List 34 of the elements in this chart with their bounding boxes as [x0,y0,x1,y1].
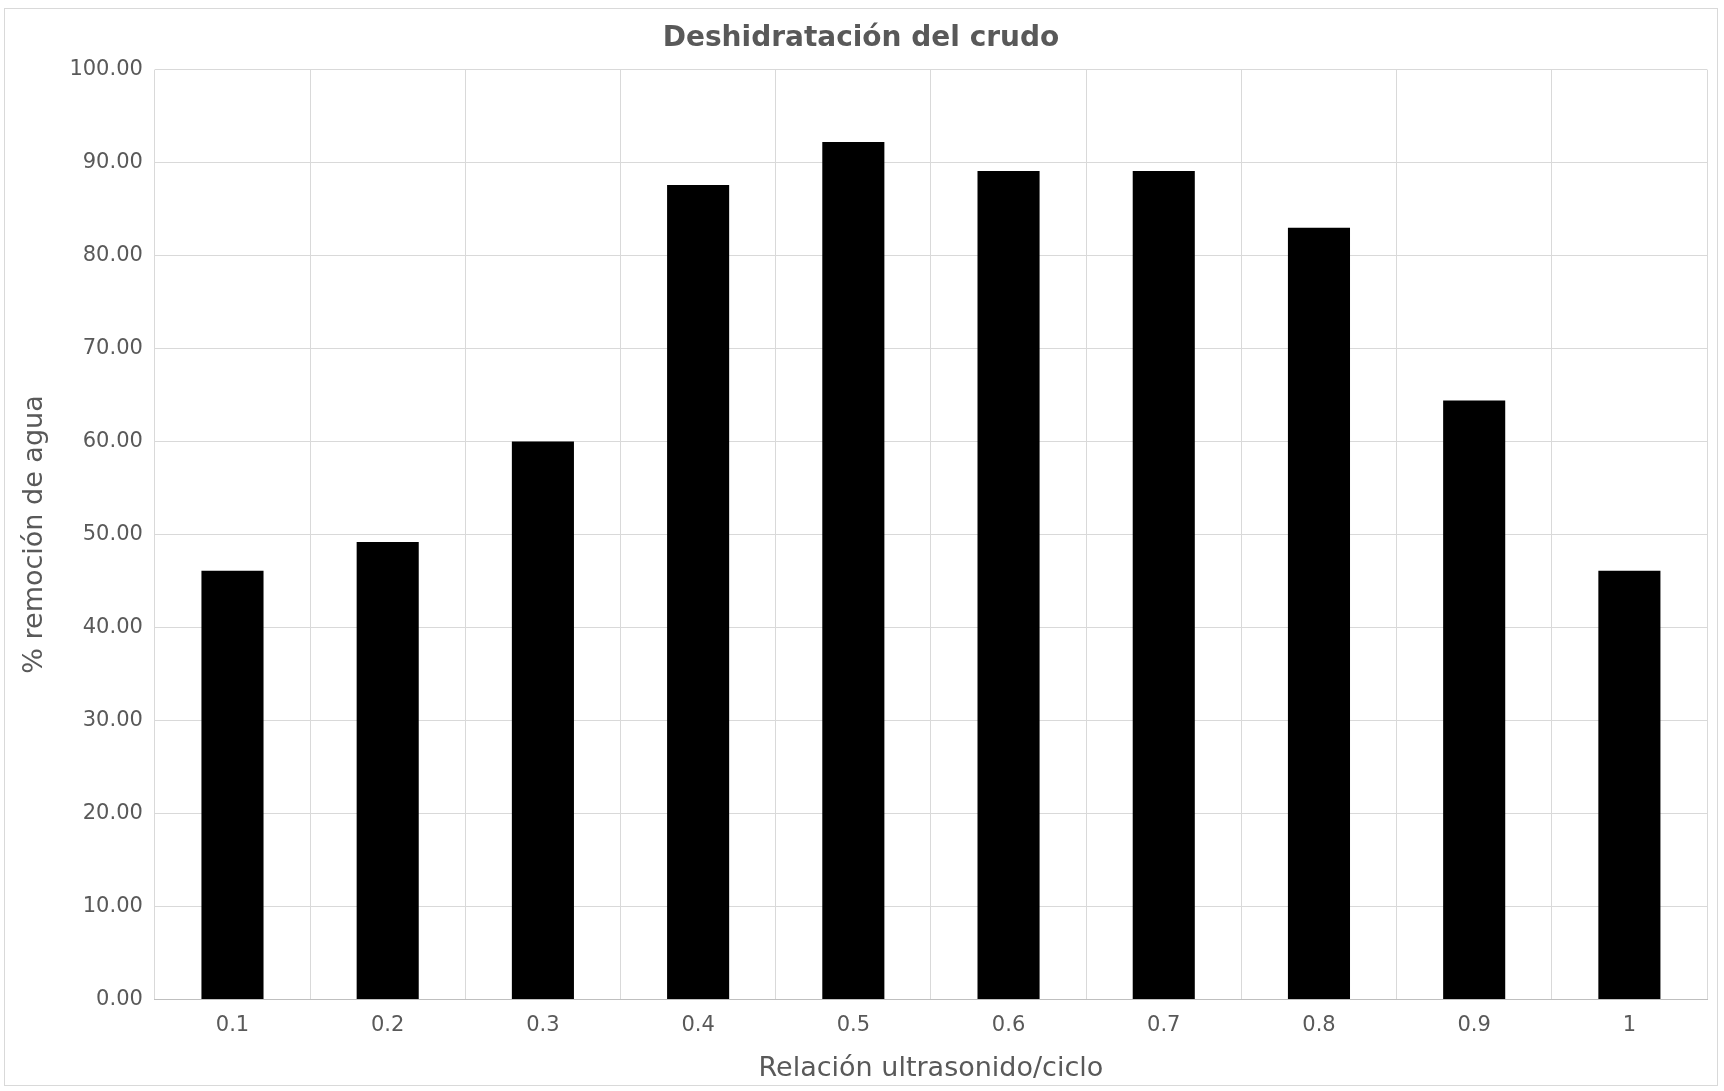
x-tick-label: 0.6 [991,1012,1026,1037]
y-tick-label: 70.00 [82,334,143,359]
bar [1287,227,1351,999]
bar [977,170,1040,999]
y-tick-label: 40.00 [82,613,143,638]
x-tick-label: 0.1 [215,1012,250,1037]
y-tick-label: 50.00 [82,520,143,545]
bar [1598,570,1661,999]
y-axis-title: % remoción de agua [17,395,49,674]
bar [1443,400,1506,999]
x-tick-label: 1 [1622,1012,1637,1037]
x-tick-label: 0.9 [1457,1012,1491,1037]
y-tick-label: 80.00 [82,242,143,267]
bar [356,541,419,999]
y-tick-label: 20.00 [82,799,143,824]
chart-title: Deshidratación del crudo [662,20,1060,54]
y-tick-label: 30.00 [82,706,143,731]
bar [822,142,885,999]
y-tick-label: 60.00 [82,427,143,452]
y-tick-label: 100.00 [69,56,143,81]
x-tick-label: 0.4 [681,1012,715,1037]
x-tick-label: 0.5 [836,1012,871,1037]
y-tick-label: 0.00 [96,985,143,1010]
bar [511,441,574,999]
y-tick-label: 90.00 [82,149,143,174]
x-tick-label: 0.3 [526,1012,560,1037]
x-axis-title: Relación ultrasonido/ciclo [758,1050,1104,1082]
bar [1132,170,1195,999]
x-tick-label: 0.7 [1147,1012,1181,1037]
x-tick-label: 0.8 [1302,1012,1336,1037]
bar [667,184,730,999]
x-tick-label: 0.2 [370,1012,405,1037]
y-tick-label: 10.00 [82,892,143,917]
bar [201,570,264,999]
